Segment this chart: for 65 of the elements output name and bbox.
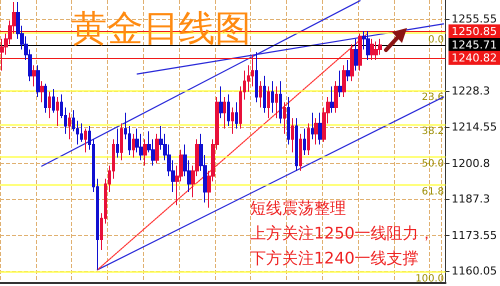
y-tick-label: 1228.3 — [452, 84, 490, 98]
candlestick — [299, 133, 302, 172]
candlestick — [307, 122, 310, 156]
candlestick — [56, 96, 59, 126]
candlestick — [227, 94, 230, 126]
candlestick — [132, 133, 135, 158]
candlestick — [48, 91, 51, 119]
y-tick-label: 1173.55 — [452, 228, 498, 242]
y-tick-label: 1187.3 — [452, 192, 490, 206]
candlestick — [283, 102, 286, 134]
candlestick — [350, 44, 354, 82]
candlestick — [267, 86, 270, 119]
candlestick — [354, 38, 358, 72]
candlestick — [36, 64, 40, 98]
candlestick — [330, 86, 334, 114]
annotation: 23.6 — [422, 92, 444, 103]
candlestick — [116, 128, 119, 158]
candlestick — [80, 122, 83, 142]
candlestick — [370, 38, 374, 61]
candlestick — [223, 96, 226, 130]
candlestick — [291, 118, 294, 153]
candlestick — [295, 118, 298, 172]
y-tick-label: 1200.8 — [452, 156, 490, 170]
annotation: 61.8 — [422, 186, 444, 198]
annotation: 100.0 — [415, 273, 444, 284]
candlestick — [120, 122, 123, 161]
candlestick — [366, 30, 370, 61]
candlestick — [155, 133, 159, 164]
ref-line-label: 1245.71 — [452, 38, 498, 52]
candlestick — [44, 83, 47, 114]
candlestick — [346, 60, 350, 82]
candlestick — [263, 75, 266, 114]
candlestick — [287, 96, 290, 145]
candlestick — [32, 64, 36, 87]
candlestick — [374, 41, 378, 61]
candlestick — [84, 128, 87, 153]
candlestick — [334, 80, 338, 114]
candlestick — [358, 33, 362, 72]
candlestick — [235, 102, 238, 130]
candlestick — [279, 80, 282, 124]
candlestick — [338, 70, 342, 98]
candlestick — [259, 80, 262, 108]
annotation: 0.0 — [428, 34, 444, 46]
y-tick-label: 1160.05 — [452, 264, 498, 278]
y-tick-label: 1214.55 — [452, 120, 498, 134]
candlestick — [68, 112, 71, 140]
candlestick — [52, 88, 55, 114]
candlestick — [311, 112, 314, 140]
candlestick — [231, 107, 234, 134]
annotation: 38.2 — [422, 126, 444, 138]
candlestick — [318, 112, 322, 145]
y-tick-label: 1255.55 — [452, 12, 498, 26]
candlestick — [303, 128, 306, 156]
candlestick — [271, 80, 274, 114]
ref-line-label: 1240.82 — [452, 51, 498, 64]
candlestick — [314, 118, 318, 145]
candlestick — [143, 138, 147, 166]
annotation: 短线震荡整理 — [250, 198, 346, 218]
candlestick — [275, 86, 278, 119]
candlestick — [40, 80, 44, 103]
candlestick — [255, 52, 258, 103]
annotation: 下方关注1240一线支撑 — [250, 248, 419, 268]
candlestick — [342, 64, 346, 98]
candlestick — [219, 86, 223, 119]
ref-line-label: 1250.85 — [452, 24, 498, 38]
